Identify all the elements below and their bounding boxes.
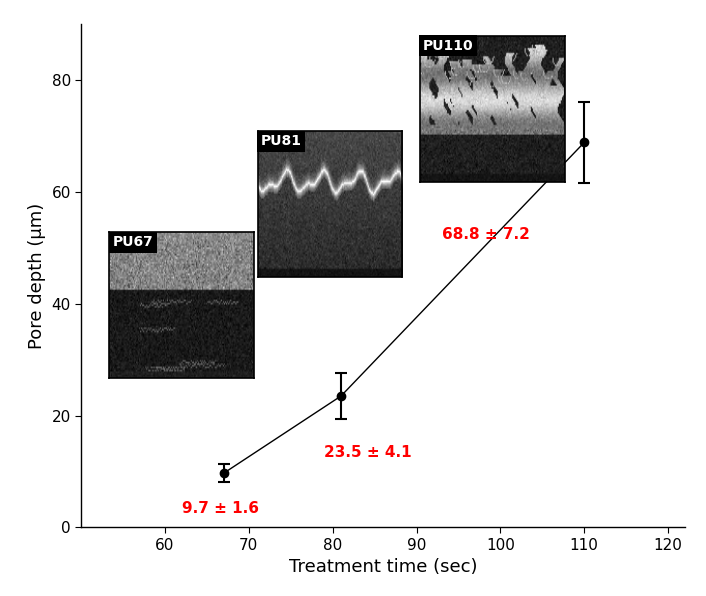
Text: PU67: PU67 <box>112 235 153 249</box>
Text: 68.8 ± 7.2: 68.8 ± 7.2 <box>442 227 530 242</box>
X-axis label: Treatment time (sec): Treatment time (sec) <box>289 558 477 576</box>
Text: 9.7 ± 1.6: 9.7 ± 1.6 <box>181 501 259 516</box>
Y-axis label: Pore depth (μm): Pore depth (μm) <box>28 203 46 349</box>
Text: 23.5 ± 4.1: 23.5 ± 4.1 <box>324 445 412 460</box>
Text: PU81: PU81 <box>261 134 301 148</box>
Text: PU110: PU110 <box>423 39 474 52</box>
